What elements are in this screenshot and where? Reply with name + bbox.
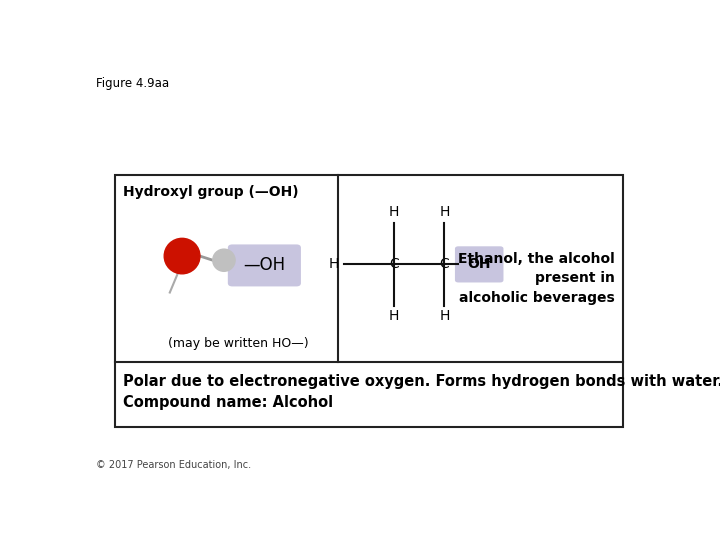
Text: Polar due to electronegative oxygen. Forms hydrogen bonds with water.
Compound n: Polar due to electronegative oxygen. For… [124, 374, 720, 410]
Text: C: C [439, 258, 449, 272]
Text: Figure 4.9aa: Figure 4.9aa [96, 77, 168, 90]
Ellipse shape [213, 249, 235, 271]
Text: © 2017 Pearson Education, Inc.: © 2017 Pearson Education, Inc. [96, 460, 251, 470]
Text: Hydroxyl group (—OH): Hydroxyl group (—OH) [124, 185, 299, 199]
Text: —OH: —OH [243, 256, 285, 274]
Text: H: H [439, 309, 449, 323]
Bar [115, 175, 623, 427]
Text: OH: OH [467, 258, 491, 272]
Text: Ethanol, the alcohol
present in
alcoholic beverages: Ethanol, the alcohol present in alcoholi… [458, 252, 615, 305]
FancyBboxPatch shape [455, 246, 503, 282]
Text: H: H [389, 309, 400, 323]
Ellipse shape [164, 238, 200, 274]
FancyBboxPatch shape [228, 245, 301, 286]
Text: (may be written HO—): (may be written HO—) [168, 336, 308, 349]
Text: H: H [389, 206, 400, 219]
Text: H: H [439, 206, 449, 219]
Text: C: C [390, 258, 399, 272]
Text: H: H [329, 258, 339, 272]
